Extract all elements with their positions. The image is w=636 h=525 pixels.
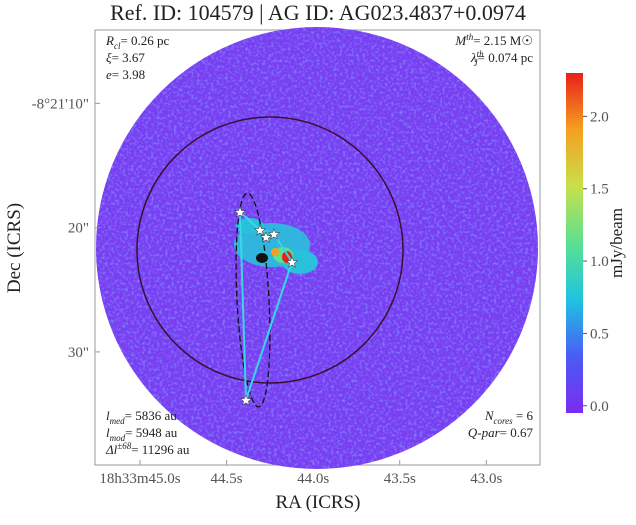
cores	[233, 206, 299, 406]
colorbar-tick-label: 1.5	[590, 182, 609, 198]
annotation-text: = 6	[513, 408, 534, 423]
annotation: Rcl= 0.26 pc	[105, 33, 170, 51]
annotation-symbol: M	[454, 33, 467, 48]
annotation-symbol: e	[106, 67, 112, 82]
x-tick-label: 44.0s	[297, 471, 329, 487]
annotation-symbol: λ	[470, 50, 477, 65]
annotation-sup: th	[466, 32, 474, 42]
colorbar-tick-label: 2.0	[590, 109, 609, 125]
colorbar-label: mJy/beam	[607, 208, 626, 278]
annotation-symbol: ξ	[106, 50, 112, 65]
annotation-text: = 11296 au	[131, 442, 190, 457]
colorbar-tick-label: 0.5	[590, 326, 609, 342]
x-tick-label: 44.5s	[211, 471, 243, 487]
colorbar	[566, 73, 583, 413]
annotation-sub: cl	[114, 41, 121, 51]
annotation-text: = 3.98	[112, 67, 145, 82]
emission	[234, 218, 318, 274]
cloud-circle	[136, 116, 404, 384]
annotation: lmod= 5948 au	[106, 425, 178, 443]
x-tick-label: 18h33m45.0s	[99, 471, 180, 487]
annotation: λth J= 0.074 pc	[470, 49, 533, 68]
annotation-symbol: Δl	[105, 442, 118, 457]
annotation-text: = 0.67	[500, 425, 534, 440]
annotation-sup: th	[477, 49, 485, 59]
annotation-text: = 0.074 pc	[478, 50, 534, 65]
annotation-sub: J	[474, 58, 479, 68]
annotation-text: = 3.67	[112, 50, 146, 65]
annotation-text: = 5948 au	[125, 425, 178, 440]
annotation: Ncores = 6	[484, 408, 534, 426]
annotation-text: = 0.26 pc	[120, 33, 169, 48]
annotation: e= 3.98	[106, 67, 145, 82]
annotation-symbol: N	[484, 408, 495, 423]
annotation-symbol: R	[105, 33, 114, 48]
annotation-symbol: l	[106, 408, 110, 423]
x-tick-label: 43.5s	[384, 471, 416, 487]
chart-title: Ref. ID: 104579 | AG ID: AG023.4837+0.09…	[110, 0, 526, 25]
annotation-symbol: l	[106, 425, 110, 440]
annotation: ξ= 3.67	[106, 50, 145, 65]
mst-edges	[239, 211, 294, 401]
annotation: lmed= 5836 au	[106, 408, 177, 426]
annotation-sub: med	[110, 416, 125, 426]
annotation: Mth= 2.15 M☉	[454, 32, 533, 48]
annotation-text: = 2.15 M☉	[473, 33, 533, 48]
y-tick-label: 20"	[68, 221, 89, 237]
annotation: Q-par= 0.67	[468, 425, 534, 440]
colorbar-tick-label: 1.0	[590, 254, 609, 270]
x-axis-label: RA (ICRS)	[276, 492, 361, 513]
annotation-sub: mod	[110, 433, 126, 443]
annotation-symbol: Q-par	[468, 425, 501, 440]
x-tick-label: 43.0s	[470, 471, 502, 487]
y-tick-label: 30"	[68, 345, 89, 361]
y-tick-label: -8°21'10"	[32, 96, 89, 112]
annotation-sub: cores	[493, 416, 513, 426]
annotation: Δl±68= 11296 au	[105, 441, 190, 457]
annotation-sup: ±68	[117, 441, 131, 451]
annotation-text: = 5836 au	[125, 408, 178, 423]
y-axis-label: Dec (ICRS)	[4, 203, 25, 293]
colorbar-tick-label: 0.0	[590, 399, 609, 415]
image-noise	[96, 27, 538, 469]
fit-ellipse	[235, 192, 271, 408]
